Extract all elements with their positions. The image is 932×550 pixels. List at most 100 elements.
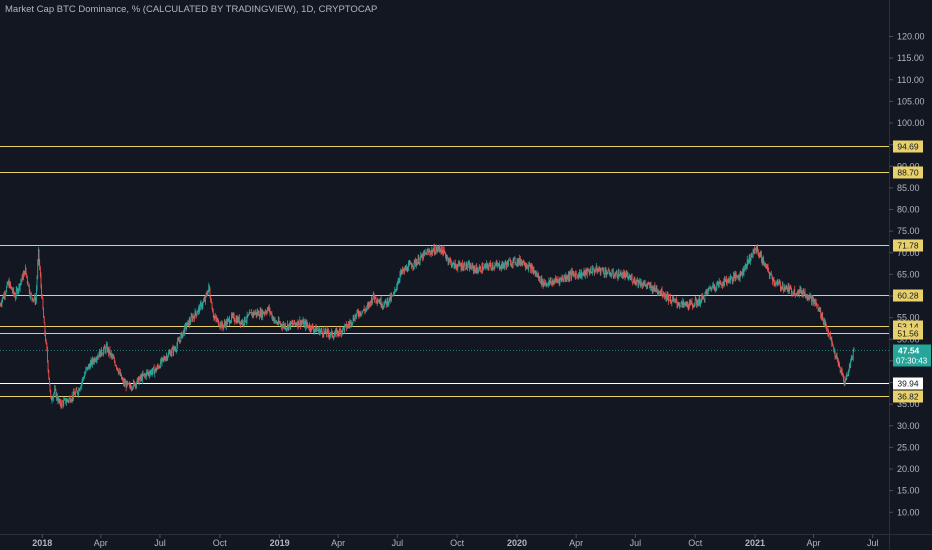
candle-body bbox=[259, 315, 260, 317]
candle bbox=[210, 295, 212, 303]
candle-body bbox=[192, 316, 194, 321]
candle bbox=[823, 319, 825, 325]
candle bbox=[779, 279, 781, 284]
candle bbox=[428, 247, 430, 253]
candle-body bbox=[760, 254, 762, 255]
candle-body bbox=[753, 249, 755, 251]
candle bbox=[809, 293, 811, 300]
candle bbox=[561, 274, 563, 283]
candle-body bbox=[19, 283, 21, 289]
candle-body bbox=[6, 286, 7, 292]
candle-body bbox=[173, 347, 174, 353]
candle bbox=[613, 275, 615, 279]
candle-body bbox=[383, 306, 385, 308]
candle-body bbox=[52, 398, 54, 400]
candle-body bbox=[445, 252, 446, 257]
candle bbox=[334, 330, 336, 336]
candle bbox=[51, 396, 53, 404]
x-axis[interactable]: 2018 Apr Jul Oct 2019 Apr Jul Oct 2020 Apr Jul Oct 2… bbox=[32, 534, 878, 548]
candle bbox=[13, 291, 15, 297]
candle bbox=[350, 320, 352, 328]
candle bbox=[705, 289, 707, 295]
candle bbox=[320, 327, 322, 335]
candle bbox=[545, 281, 547, 288]
candle bbox=[808, 295, 810, 302]
candle-body bbox=[325, 329, 327, 334]
candle bbox=[703, 294, 705, 300]
candle bbox=[614, 272, 616, 279]
candle bbox=[181, 331, 182, 339]
candle-body bbox=[204, 299, 206, 302]
candle-body bbox=[36, 288, 37, 301]
candle-body bbox=[212, 312, 214, 317]
candle bbox=[774, 280, 775, 287]
candle bbox=[89, 363, 91, 371]
candle bbox=[363, 305, 365, 311]
candle-body bbox=[623, 273, 625, 275]
candle bbox=[636, 279, 638, 285]
candle-body bbox=[43, 317, 45, 324]
candle-body bbox=[73, 391, 75, 395]
candle-body bbox=[128, 383, 130, 385]
candle-body bbox=[800, 288, 801, 293]
candle-body bbox=[463, 265, 465, 269]
candle-body bbox=[691, 301, 693, 305]
candle-body bbox=[454, 263, 455, 269]
horizontal-levels[interactable] bbox=[0, 146, 889, 397]
candle-body bbox=[207, 294, 208, 295]
candle-body bbox=[257, 312, 258, 315]
candle bbox=[620, 271, 621, 277]
candle-body bbox=[642, 285, 643, 286]
candle bbox=[143, 372, 145, 379]
candle bbox=[15, 285, 17, 300]
candle bbox=[592, 264, 593, 276]
candle-body bbox=[841, 372, 843, 375]
candle bbox=[800, 287, 802, 295]
candle-body bbox=[78, 389, 80, 395]
candle bbox=[485, 263, 487, 271]
candle bbox=[575, 270, 577, 275]
candle bbox=[316, 327, 318, 333]
candle-body bbox=[843, 376, 844, 380]
candle-body bbox=[173, 347, 175, 350]
candle-body bbox=[105, 348, 106, 352]
candle bbox=[786, 285, 788, 291]
candle-body bbox=[601, 268, 603, 270]
candle-body bbox=[657, 292, 659, 294]
candle bbox=[450, 259, 452, 269]
candle-body bbox=[19, 284, 20, 289]
candle-body bbox=[405, 267, 407, 270]
candle-body bbox=[708, 288, 710, 289]
candle-body bbox=[592, 267, 593, 273]
candle bbox=[774, 282, 776, 286]
candle-body bbox=[361, 311, 363, 314]
candle-body bbox=[353, 317, 355, 321]
candle-body bbox=[380, 299, 382, 306]
candle bbox=[664, 293, 666, 299]
candle-body bbox=[38, 249, 40, 262]
candle-body bbox=[440, 249, 442, 253]
candle-body bbox=[574, 274, 576, 278]
candle-body bbox=[724, 278, 726, 280]
candle-body bbox=[528, 264, 530, 270]
candle-body bbox=[184, 325, 186, 334]
candle bbox=[551, 281, 552, 287]
candle bbox=[242, 318, 243, 327]
candle-body bbox=[201, 305, 203, 308]
candle bbox=[355, 313, 357, 320]
candle bbox=[588, 269, 589, 272]
candle-body bbox=[593, 268, 595, 271]
candle bbox=[54, 385, 56, 392]
candle-body bbox=[661, 288, 663, 296]
candle-body bbox=[580, 272, 582, 276]
candle-body bbox=[534, 270, 535, 273]
candle bbox=[49, 383, 51, 393]
y-axis[interactable]: 10.0015.0020.0025.0030.0035.0040.0045.00… bbox=[889, 32, 925, 518]
candle-body bbox=[679, 305, 681, 307]
candle-body bbox=[339, 328, 340, 334]
candle-body bbox=[775, 282, 777, 285]
candle bbox=[504, 261, 506, 271]
candle-body bbox=[250, 312, 252, 314]
candle bbox=[768, 271, 770, 280]
